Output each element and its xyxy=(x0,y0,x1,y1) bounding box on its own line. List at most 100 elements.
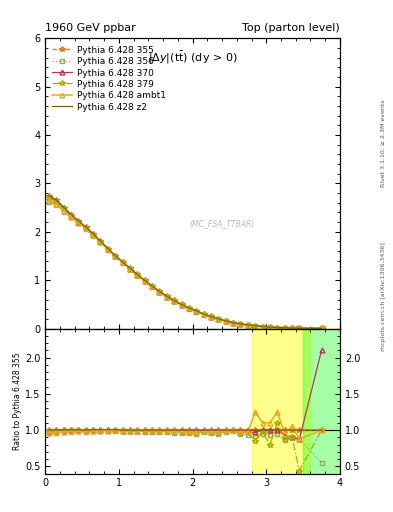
Pythia 6.428 355 xyxy=(164,293,169,299)
Pythia 6.428 355 xyxy=(120,259,125,265)
Pythia 6.428 379 xyxy=(216,316,221,322)
Pythia 6.428 356 xyxy=(187,306,191,312)
Pythia 6.428 370 xyxy=(179,302,184,308)
Pythia 6.428 379 xyxy=(260,324,265,330)
Pythia 6.428 379 xyxy=(246,322,250,328)
Pythia 6.428 z2 xyxy=(46,193,51,199)
Pythia 6.428 379 xyxy=(157,289,162,295)
Pythia 6.428 355 xyxy=(216,316,221,322)
Pythia 6.428 355 xyxy=(201,311,206,317)
Pythia 6.428 ambt1 xyxy=(83,225,88,231)
Pythia 6.428 379 xyxy=(223,318,228,324)
Pythia 6.428 ambt1 xyxy=(142,278,147,284)
Pythia 6.428 355 xyxy=(246,322,250,328)
Pythia 6.428 356 xyxy=(201,311,206,317)
Pythia 6.428 355 xyxy=(113,253,118,259)
Pythia 6.428 379 xyxy=(319,325,324,331)
Pythia 6.428 370 xyxy=(194,308,198,314)
Pythia 6.428 379 xyxy=(282,325,287,331)
Pythia 6.428 ambt1 xyxy=(201,311,206,317)
Pythia 6.428 z2 xyxy=(201,311,206,317)
Pythia 6.428 ambt1 xyxy=(164,293,169,300)
Pythia 6.428 370 xyxy=(246,322,250,328)
Pythia 6.428 355 xyxy=(319,325,324,331)
Y-axis label: Ratio to Pythia 6.428 355: Ratio to Pythia 6.428 355 xyxy=(13,352,22,450)
Pythia 6.428 356 xyxy=(105,247,110,253)
Pythia 6.428 379 xyxy=(150,284,154,290)
Pythia 6.428 z2 xyxy=(128,265,132,271)
Pythia 6.428 z2 xyxy=(282,325,287,331)
Pythia 6.428 370 xyxy=(105,246,110,252)
Pythia 6.428 355 xyxy=(54,197,59,203)
Pythia 6.428 355 xyxy=(76,218,81,224)
Pythia 6.428 355 xyxy=(135,271,140,278)
Pythia 6.428 379 xyxy=(69,212,73,219)
Pythia 6.428 356 xyxy=(194,309,198,315)
Pythia 6.428 370 xyxy=(268,324,272,330)
Pythia 6.428 z2 xyxy=(150,283,154,289)
Pythia 6.428 370 xyxy=(83,224,88,230)
Pythia 6.428 370 xyxy=(54,198,59,204)
Pythia 6.428 z2 xyxy=(319,325,324,331)
Text: (MC_FSA_TTBAR): (MC_FSA_TTBAR) xyxy=(189,220,255,228)
Pythia 6.428 356 xyxy=(164,294,169,300)
Pythia 6.428 356 xyxy=(216,316,221,323)
Pythia 6.428 z2 xyxy=(69,211,73,218)
Pythia 6.428 z2 xyxy=(238,321,243,327)
Text: mcplots.cern.ch [arXiv:1306.3436]: mcplots.cern.ch [arXiv:1306.3436] xyxy=(381,243,386,351)
Pythia 6.428 356 xyxy=(83,226,88,232)
Pythia 6.428 379 xyxy=(83,225,88,231)
Pythia 6.428 ambt1 xyxy=(98,239,103,245)
Pythia 6.428 356 xyxy=(246,322,250,328)
Pythia 6.428 370 xyxy=(275,325,280,331)
Pythia 6.428 370 xyxy=(223,318,228,324)
Pythia 6.428 z2 xyxy=(98,238,103,244)
Pythia 6.428 ambt1 xyxy=(172,298,176,304)
Pythia 6.428 370 xyxy=(164,293,169,300)
Pythia 6.428 z2 xyxy=(179,301,184,307)
Pythia 6.428 z2 xyxy=(246,322,250,328)
Pythia 6.428 ambt1 xyxy=(246,322,250,328)
Pythia 6.428 z2 xyxy=(172,297,176,304)
Pythia 6.428 z2 xyxy=(135,271,140,278)
Pythia 6.428 ambt1 xyxy=(216,316,221,322)
Pythia 6.428 370 xyxy=(319,325,324,331)
Pythia 6.428 370 xyxy=(216,316,221,322)
Pythia 6.428 z2 xyxy=(209,313,213,319)
Pythia 6.428 355 xyxy=(105,246,110,252)
Pythia 6.428 370 xyxy=(209,314,213,320)
Pythia 6.428 355 xyxy=(282,325,287,331)
Pythia 6.428 ambt1 xyxy=(69,214,73,220)
Pythia 6.428 z2 xyxy=(164,293,169,299)
Pythia 6.428 370 xyxy=(260,324,265,330)
Pythia 6.428 379 xyxy=(120,259,125,265)
Pythia 6.428 ambt1 xyxy=(46,197,51,203)
Pythia 6.428 379 xyxy=(290,325,294,331)
Pythia 6.428 356 xyxy=(150,284,154,290)
Pythia 6.428 355 xyxy=(83,224,88,230)
Pythia 6.428 356 xyxy=(268,324,272,330)
Pythia 6.428 379 xyxy=(187,305,191,311)
Pythia 6.428 ambt1 xyxy=(282,325,287,331)
Pythia 6.428 356 xyxy=(290,325,294,331)
Pythia 6.428 z2 xyxy=(268,324,272,330)
Pythia 6.428 356 xyxy=(157,289,162,295)
Pythia 6.428 379 xyxy=(297,325,302,331)
Pythia 6.428 356 xyxy=(91,232,95,239)
Pythia 6.428 355 xyxy=(157,288,162,294)
Pythia 6.428 355 xyxy=(209,313,213,319)
Pythia 6.428 ambt1 xyxy=(268,324,272,330)
Pythia 6.428 ambt1 xyxy=(128,266,132,272)
Text: 1960 GeV ppbar: 1960 GeV ppbar xyxy=(45,23,136,33)
Pythia 6.428 z2 xyxy=(76,218,81,224)
Line: Pythia 6.428 370: Pythia 6.428 370 xyxy=(46,194,324,331)
Pythia 6.428 379 xyxy=(98,239,103,245)
Pythia 6.428 370 xyxy=(187,305,191,311)
Pythia 6.428 ambt1 xyxy=(275,325,280,331)
Pythia 6.428 z2 xyxy=(216,316,221,322)
Pythia 6.428 355 xyxy=(297,325,302,331)
Pythia 6.428 355 xyxy=(231,319,235,326)
Pythia 6.428 379 xyxy=(91,231,95,238)
Pythia 6.428 370 xyxy=(238,321,243,327)
Pythia 6.428 379 xyxy=(135,272,140,278)
